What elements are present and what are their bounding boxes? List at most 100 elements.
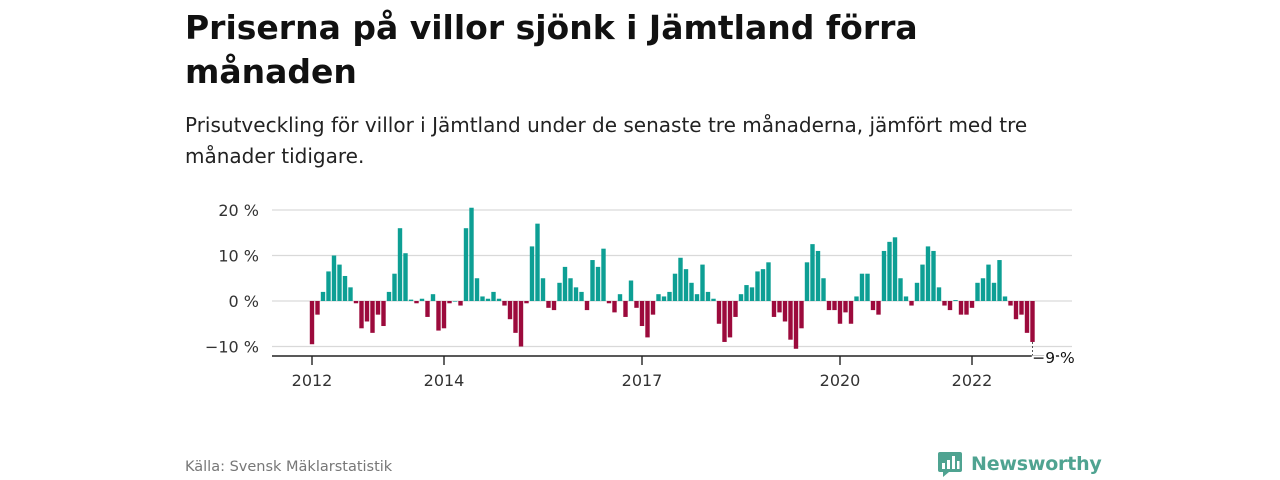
bar [370,301,375,333]
bar [595,266,601,302]
bar [788,301,793,340]
bar [557,282,562,301]
bar [617,294,623,301]
bar [892,237,898,301]
x-tick-label: 2012 [292,371,333,390]
bar [997,260,1002,301]
bar [425,301,430,317]
bar [727,301,733,338]
bar [887,241,892,301]
bar [331,255,337,301]
bar [1030,301,1035,342]
bar [634,301,639,308]
bar [452,301,458,302]
bar [639,301,645,327]
x-tick-label: 2020 [820,371,861,390]
bar [678,257,683,301]
bar [689,282,694,301]
bar [777,301,782,313]
bar [403,253,408,301]
bar [766,262,771,301]
bar [716,301,722,324]
bar [441,301,447,329]
bar [535,223,540,301]
bar [738,294,744,301]
bar [458,301,463,306]
axes [272,341,1072,365]
bar [799,301,804,329]
bar [392,273,397,301]
bar [656,294,661,301]
bar [672,273,678,301]
bars [309,207,1035,349]
bar [975,282,980,301]
bar [986,264,991,301]
bar [925,246,931,301]
bar [408,299,414,301]
bar [375,301,381,315]
bar [414,301,419,304]
bar [469,207,474,301]
bar [991,282,997,301]
bar [315,301,320,315]
bar [491,291,496,301]
bar [430,294,436,301]
bar [364,301,370,322]
x-tick-label: 2014 [424,371,465,390]
bar [782,301,788,322]
newsworthy-logo[interactable]: Newsworthy [937,450,1102,478]
bar-chart: 20 % 10 % 0 % −10 % 2012 2014 2017 2020 2022 −9 % [205,201,1077,390]
bar [694,294,700,301]
bar [612,301,617,313]
bar [903,296,909,301]
bar [601,248,606,301]
bar [562,266,568,302]
bar [854,296,859,301]
bar [848,301,854,324]
chart-subtitle: Prisutveckling för villor i Jämtland und… [185,113,1028,168]
bar [579,291,584,301]
bar [980,278,986,301]
brand-name: Newsworthy [971,453,1102,475]
bar [584,301,590,311]
bar [546,301,551,308]
bar [870,301,876,311]
bar [540,278,546,301]
bar [914,282,920,301]
bar [650,301,656,315]
bar [843,301,848,313]
bar [865,273,870,301]
bar [700,264,705,301]
bar [936,287,942,301]
bar [386,291,392,301]
bar [964,301,969,315]
bar [309,301,315,345]
gridlines [272,209,1072,348]
bar [722,301,727,342]
bar [837,301,843,324]
bar [529,246,535,301]
bar [353,301,359,304]
bar [645,301,650,338]
bar [661,296,667,301]
bar [568,278,573,301]
bar [749,287,755,301]
bar [920,264,925,301]
bar [1019,301,1024,315]
bar [667,291,672,301]
bar [518,301,524,347]
y-tick-label: 10 % [218,247,259,266]
bar [705,291,711,301]
bar [859,273,865,301]
bar [969,301,975,308]
bar [876,301,881,315]
bar [711,298,716,301]
bar [623,301,628,317]
newsworthy-chat-bars-icon [937,450,963,478]
chart-title: Priserna på villor sjönk i Jämtland förr… [185,8,918,91]
bar [815,250,821,301]
bar [733,301,738,317]
bar [485,298,491,301]
bar [590,260,595,301]
bar [755,271,760,301]
